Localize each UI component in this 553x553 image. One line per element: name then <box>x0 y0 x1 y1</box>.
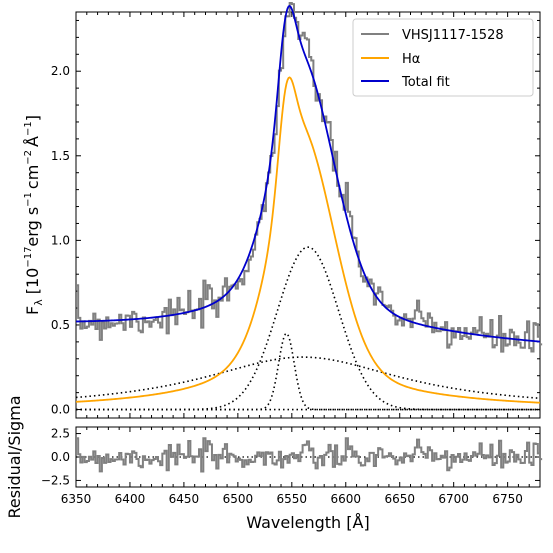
ylabel-f: F <box>23 306 42 315</box>
main-y-tick-label: 2.0 <box>51 64 70 78</box>
residual-x-tick-label: 6550 <box>277 492 308 506</box>
residual-x-tick-label: 6500 <box>223 492 254 506</box>
ylabel-unit2: cm <box>23 165 42 189</box>
residual-y-tick-label: 0.0 <box>51 450 70 464</box>
residual-line <box>76 437 543 473</box>
ylabel-open: [10 <box>23 268 42 295</box>
residual-x-tick-label: 6600 <box>330 492 361 506</box>
residual-y-tick-label: 2.5 <box>51 427 70 441</box>
residual-x-tick-label: 6400 <box>115 492 146 506</box>
legend-label-fit: Total fit <box>401 75 450 90</box>
residual-x-tick-label: 6750 <box>492 492 523 506</box>
residual-x-tick-label: 6350 <box>61 492 92 506</box>
main-lines <box>75 1 543 411</box>
ylabel-unit1: erg s <box>23 207 42 247</box>
residual-y-tick-label: −2.5 <box>41 473 70 487</box>
main-y-tick-label: 1.5 <box>51 149 70 163</box>
main-y-tick-label: 1.0 <box>51 233 70 247</box>
legend-label-halpha: Hα <box>402 52 420 67</box>
residual-panel: 6350 6400 6450 6500 6550 6600 6650 6700 6750 −2.5… <box>41 426 543 506</box>
total-fit-line <box>75 4 541 343</box>
intermediate-component-line <box>76 246 540 411</box>
main-panel: 0.0 0.5 1.0 1.5 2.0 <box>51 1 543 419</box>
ylabel-unit3: Å <box>23 136 42 147</box>
residual-x-tick-label: 6700 <box>438 492 469 506</box>
halpha-model-line <box>75 76 541 404</box>
legend-label-data: VHSJ1117-1528 <box>402 28 504 43</box>
residual-y-axis-label: Residual/Sigma <box>5 395 24 518</box>
residual-ticks: 6350 6400 6450 6500 6550 6600 6650 6700 6750 −2.5… <box>41 427 540 506</box>
legend: VHSJ1117-1528 Hα Total fit <box>352 18 534 97</box>
legend-box <box>352 18 534 97</box>
ylabel-exp1: −17 <box>23 247 34 268</box>
main-ticks: 0.0 0.5 1.0 1.5 2.0 <box>51 12 540 418</box>
ylabel-exp2: −1 <box>23 192 34 207</box>
ylabel-exp3: −2 <box>23 150 34 165</box>
main-y-tick-label: 0.0 <box>51 403 70 417</box>
x-axis-label: Wavelength [Å] <box>246 513 369 532</box>
broad-component-line <box>75 356 541 400</box>
ylabel-lambda: λ <box>32 299 45 306</box>
observed-spectrum-line <box>76 1 543 353</box>
residual-lines <box>76 437 543 473</box>
main-y-tick-label: 0.5 <box>51 318 70 332</box>
main-y-axis-label: Fλ[10−17erg s−1cm−2Å−1] <box>23 115 45 315</box>
main-plot-frame <box>75 11 541 419</box>
ylabel-exp4: −1 <box>23 121 34 136</box>
residual-x-tick-label: 6450 <box>169 492 200 506</box>
residual-x-tick-label: 6650 <box>384 492 415 506</box>
ylabel-close: ] <box>23 115 42 121</box>
